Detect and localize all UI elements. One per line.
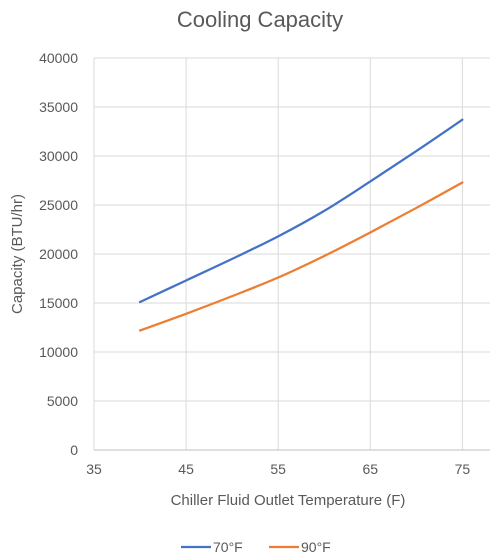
x-tick-label: 75: [455, 461, 471, 477]
y-axis-label: Capacity (BTU/hr): [9, 194, 26, 314]
legend-label-1: 70°F: [213, 539, 243, 555]
y-tick-label: 0: [70, 442, 78, 458]
x-axis-label: Chiller Fluid Outlet Temperature (F): [171, 492, 406, 509]
legend: 70°F 90°F: [181, 539, 331, 555]
x-tick-label: 55: [270, 461, 286, 477]
x-tick-label: 45: [178, 461, 194, 477]
x-tick-label: 35: [86, 461, 102, 477]
x-tick-label: 65: [362, 461, 378, 477]
legend-label-2: 90°F: [301, 539, 331, 555]
y-tick-label: 35000: [39, 99, 78, 115]
y-tick-label: 15000: [39, 295, 78, 311]
grid-layer: [93, 57, 490, 450]
y-tick-label: 25000: [39, 197, 78, 213]
y-tick-label: 30000: [39, 148, 78, 164]
series-line-1: [138, 118, 464, 304]
y-tick-label: 5000: [47, 393, 78, 409]
series-line-2: [138, 181, 464, 332]
chart-title: Cooling Capacity: [177, 7, 343, 32]
y-tick-label: 20000: [39, 246, 78, 262]
series-layer: [138, 118, 464, 332]
y-tick-label: 10000: [39, 344, 78, 360]
y-tick-label: 40000: [39, 50, 78, 66]
axis-layer: 0 5000 10000 15000 20000 25000 30000 35000 40000…: [39, 50, 490, 477]
